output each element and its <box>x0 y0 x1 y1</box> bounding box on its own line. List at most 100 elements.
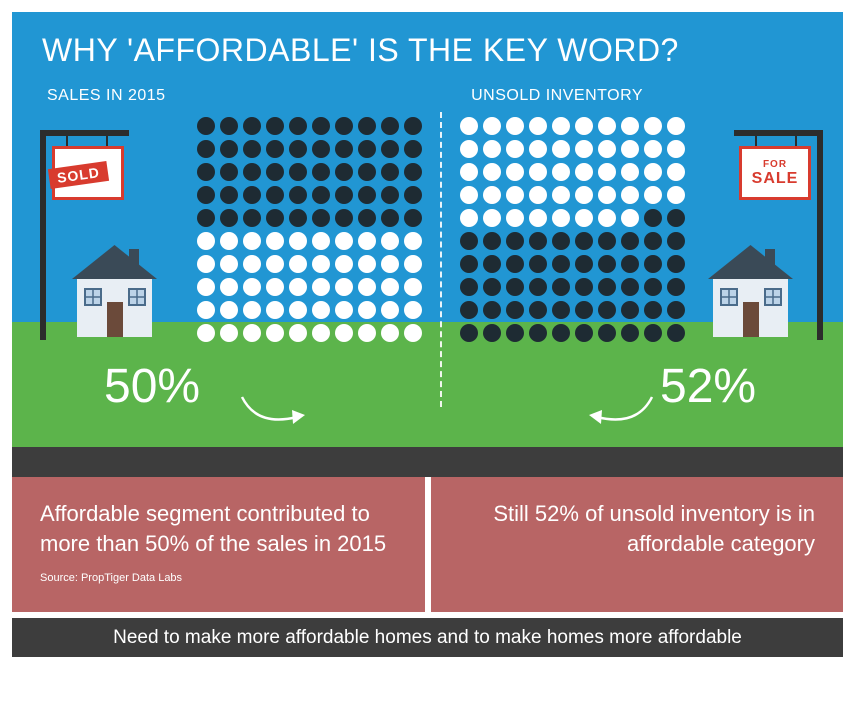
dot <box>667 278 685 296</box>
dot <box>289 278 307 296</box>
dot <box>312 232 330 250</box>
dot <box>220 278 238 296</box>
dot-grid-inventory <box>460 117 687 344</box>
dot <box>243 209 261 227</box>
dot <box>506 186 524 204</box>
curved-arrow-icon <box>587 382 657 432</box>
sign-arm <box>734 130 819 136</box>
dot <box>312 163 330 181</box>
dot <box>197 163 215 181</box>
dot <box>197 140 215 158</box>
dot <box>483 117 501 135</box>
dot <box>358 117 376 135</box>
dot <box>621 324 639 342</box>
dot <box>243 186 261 204</box>
dot <box>506 301 524 319</box>
dot <box>483 163 501 181</box>
dot <box>197 209 215 227</box>
dot <box>621 301 639 319</box>
dot <box>381 255 399 273</box>
dot <box>289 232 307 250</box>
dot <box>289 324 307 342</box>
dot <box>404 255 422 273</box>
dot <box>460 163 478 181</box>
dot-grid-sales <box>197 117 424 344</box>
dot <box>460 301 478 319</box>
dot <box>667 232 685 250</box>
dot <box>220 232 238 250</box>
dot <box>644 140 662 158</box>
dot <box>460 209 478 227</box>
dot <box>266 278 284 296</box>
dot <box>529 232 547 250</box>
dot <box>197 117 215 135</box>
dot <box>358 186 376 204</box>
dot <box>335 140 353 158</box>
dot <box>335 117 353 135</box>
dot <box>552 301 570 319</box>
dot <box>220 324 238 342</box>
dot <box>529 163 547 181</box>
dot <box>197 301 215 319</box>
sign-arm <box>44 130 129 136</box>
dot <box>197 232 215 250</box>
dot <box>335 278 353 296</box>
dot <box>506 117 524 135</box>
left-percent-label: 50% <box>104 359 200 414</box>
dot <box>667 140 685 158</box>
dot <box>529 324 547 342</box>
dot <box>312 186 330 204</box>
dot <box>552 255 570 273</box>
dot <box>621 140 639 158</box>
dot <box>404 232 422 250</box>
dot <box>289 209 307 227</box>
dot <box>266 255 284 273</box>
dot <box>667 186 685 204</box>
dot <box>529 186 547 204</box>
dot <box>460 117 478 135</box>
dot <box>358 209 376 227</box>
dot <box>667 117 685 135</box>
dot <box>266 232 284 250</box>
dot <box>404 163 422 181</box>
dot <box>529 278 547 296</box>
dot <box>312 301 330 319</box>
blurb-row: Affordable segment contributed to more t… <box>12 477 843 612</box>
dot <box>358 232 376 250</box>
dot <box>404 324 422 342</box>
dot <box>381 140 399 158</box>
dot <box>506 324 524 342</box>
dot <box>621 232 639 250</box>
sign-hanger <box>106 136 108 146</box>
dot <box>460 255 478 273</box>
dot <box>644 232 662 250</box>
sign-post <box>817 130 823 340</box>
dot <box>644 117 662 135</box>
dot <box>381 232 399 250</box>
dot <box>289 163 307 181</box>
dot <box>358 255 376 273</box>
dot <box>621 278 639 296</box>
dot <box>483 232 501 250</box>
dot <box>358 163 376 181</box>
dot <box>529 255 547 273</box>
dot <box>621 209 639 227</box>
dot <box>483 324 501 342</box>
dot <box>460 278 478 296</box>
sold-banner: SOLD <box>48 161 109 189</box>
dot <box>621 186 639 204</box>
sign-hanger <box>795 136 797 146</box>
dot <box>644 278 662 296</box>
dot <box>404 301 422 319</box>
sold-signboard: SALE SOLD <box>52 146 124 200</box>
dot <box>335 232 353 250</box>
dot <box>552 232 570 250</box>
dot <box>404 117 422 135</box>
dot <box>506 232 524 250</box>
dot <box>621 117 639 135</box>
dot <box>483 301 501 319</box>
dot <box>404 278 422 296</box>
dot <box>312 140 330 158</box>
dot <box>644 163 662 181</box>
dot <box>358 324 376 342</box>
